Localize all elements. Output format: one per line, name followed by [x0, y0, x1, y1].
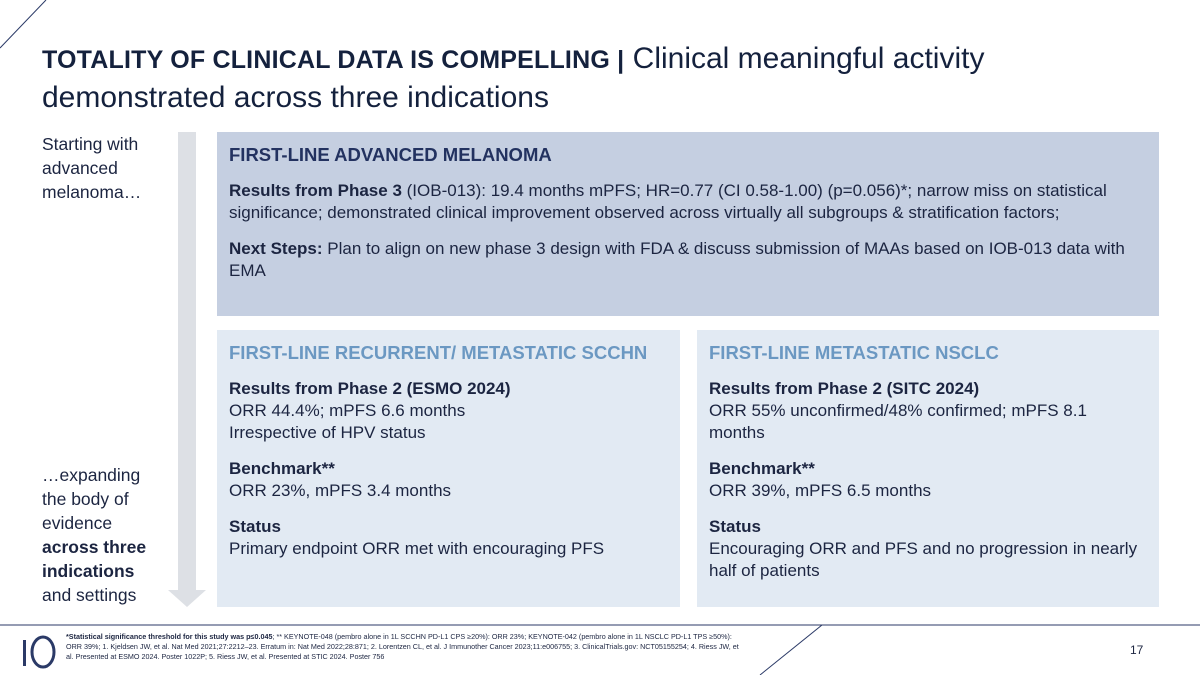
section: Benchmark** ORR 39%, mPFS 6.5 months: [709, 458, 1147, 502]
panel: FIRST-LINE METASTATIC NSCLC Results from …: [697, 330, 1159, 607]
section-label: Benchmark**: [229, 459, 335, 478]
section: Results from Phase 2 (ESMO 2024) ORR 44.4…: [229, 378, 668, 444]
sidebar-text: …expanding the body of evidence: [42, 465, 141, 533]
section-text: Plan to align on new phase 3 design with…: [229, 239, 1125, 280]
section: Results from Phase 3 (IOB-013): 19.4 mon…: [229, 180, 1147, 224]
footnote-bold: *Statistical significance threshold for …: [66, 632, 273, 641]
section: Status Encouraging ORR and PFS and no pro…: [709, 516, 1147, 582]
section-line: ORR 39%, mPFS 6.5 months: [709, 481, 932, 500]
section-line: ORR 23%, mPFS 3.4 months: [229, 481, 452, 500]
sidebar-bold: across three indications: [42, 537, 147, 581]
panel-title: FIRST-LINE ADVANCED MELANOMA: [229, 144, 552, 165]
sidebar-top: Starting with advanced melanoma…: [42, 134, 142, 202]
page-number: 17: [1130, 643, 1144, 657]
section-line: ORR 55% unconfirmed/48% confirmed; mPFS …: [709, 401, 1087, 442]
section: Results from Phase 2 (SITC 2024) ORR 55% …: [709, 378, 1147, 444]
slide-title: TOTALITY OF CLINICAL DATA IS COMPELLING …: [42, 40, 1162, 117]
section-text: (IOB-013): 19.4 months mPFS; HR=0.77 (CI…: [229, 181, 1107, 222]
section-line: Primary endpoint ORR met with encouragin…: [229, 539, 605, 558]
section-line: ORR 44.4%; mPFS 6.6 months: [229, 401, 466, 420]
sidebar-bottom: …expanding the body of evidence across t…: [42, 463, 162, 607]
section: Status Primary endpoint ORR met with enco…: [229, 516, 668, 560]
section-line: Irrespective of HPV status: [229, 423, 426, 442]
section-label: Results from Phase 3: [229, 181, 402, 200]
panel-title: FIRST-LINE RECURRENT/ METASTATIC SCCHN: [229, 342, 648, 363]
section-label: Status: [229, 517, 281, 536]
panel: FIRST-LINE ADVANCED MELANOMA Results from…: [217, 132, 1159, 316]
section-label: Results from Phase 2 (SITC 2024): [709, 379, 980, 398]
section: Benchmark** ORR 23%, mPFS 3.4 months: [229, 458, 668, 502]
title-rest: Clinical meaningful activity demonstrate…: [42, 42, 985, 114]
section: Next Steps: Plan to align on new phase 3…: [229, 238, 1147, 282]
section-label: Benchmark**: [709, 459, 815, 478]
panel-title: FIRST-LINE METASTATIC NSCLC: [709, 342, 999, 363]
section-line: Encouraging ORR and PFS and no progressi…: [709, 539, 1138, 580]
section-label: Status: [709, 517, 761, 536]
footnote-text: ; ** KEYNOTE-048 (pembro alone in 1L SCC…: [66, 632, 739, 661]
section-label: Results from Phase 2 (ESMO 2024): [229, 379, 511, 398]
section-label: Next Steps:: [229, 239, 323, 258]
title-bold: TOTALITY OF CLINICAL DATA IS COMPELLING …: [42, 46, 625, 74]
panel: FIRST-LINE RECURRENT/ METASTATIC SCCHN Re…: [217, 330, 680, 607]
footnote: *Statistical significance threshold for …: [66, 632, 746, 662]
sidebar-text: and settings: [42, 585, 137, 605]
